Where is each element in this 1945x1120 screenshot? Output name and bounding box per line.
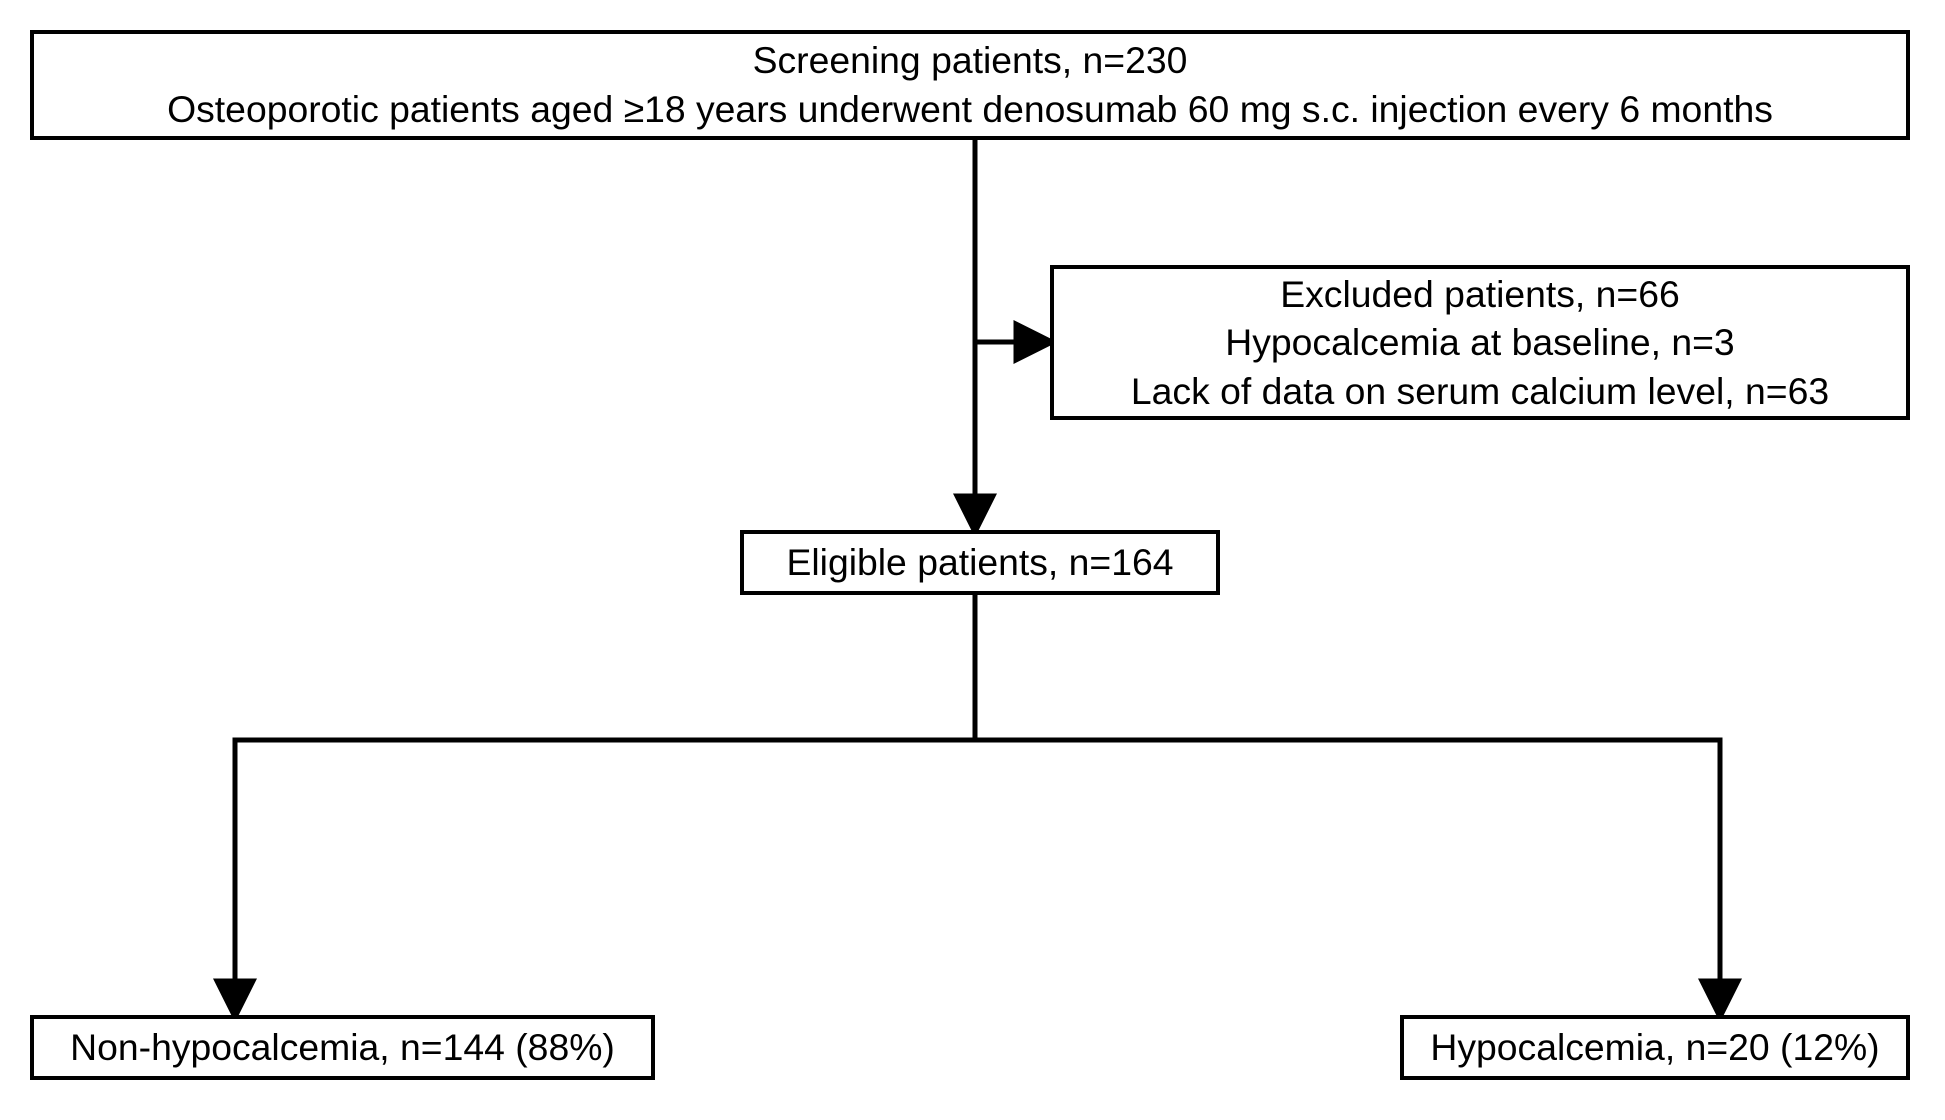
node-text-line: Eligible patients, n=164 (786, 538, 1173, 587)
node-text-line: Hypocalcemia, n=20 (12%) (1430, 1023, 1879, 1072)
node-text-line: Hypocalcemia at baseline, n=3 (1225, 318, 1734, 367)
screening-node: Screening patients, n=230Osteoporotic pa… (30, 30, 1910, 140)
eligible-node: Eligible patients, n=164 (740, 530, 1220, 595)
excluded-node: Excluded patients, n=66Hypocalcemia at b… (1050, 265, 1910, 420)
node-text-line: Excluded patients, n=66 (1280, 270, 1680, 319)
node-text-line: Lack of data on serum calcium level, n=6… (1131, 367, 1829, 416)
node-text-line: Non-hypocalcemia, n=144 (88%) (70, 1023, 615, 1072)
non-hypocalcemia-node: Non-hypocalcemia, n=144 (88%) (30, 1015, 655, 1080)
node-text-line: Osteoporotic patients aged ≥18 years und… (167, 85, 1773, 134)
flowchart-container: Screening patients, n=230Osteoporotic pa… (20, 20, 1920, 1100)
node-text-line: Screening patients, n=230 (753, 36, 1188, 85)
hypocalcemia-node: Hypocalcemia, n=20 (12%) (1400, 1015, 1910, 1080)
